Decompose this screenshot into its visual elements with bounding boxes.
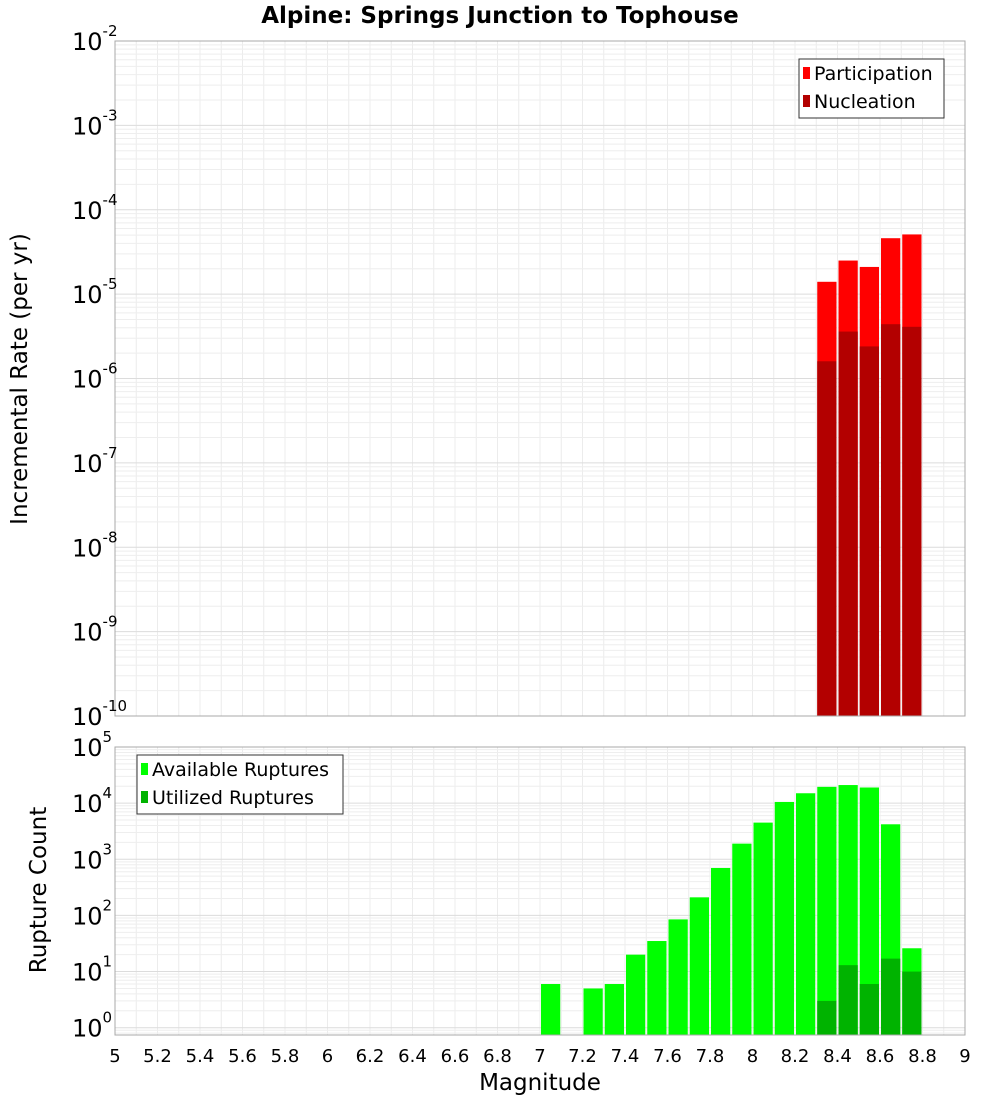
y-tick-label: 10-2 — [72, 22, 118, 56]
bar — [647, 941, 667, 1035]
y-tick-label: 10-4 — [72, 191, 118, 225]
grid — [114, 41, 966, 717]
bar — [732, 843, 752, 1035]
y-tick-label: 10-6 — [72, 360, 118, 394]
legend-label: Nucleation — [814, 91, 916, 113]
bar — [817, 786, 837, 1035]
x-tick-label: 6.8 — [483, 1046, 512, 1067]
x-tick-label: 8.2 — [781, 1046, 810, 1067]
bar — [838, 965, 858, 1035]
y-tick-label: 100 — [72, 1009, 112, 1043]
y-axis-label-rupture-count: Rupture Count — [26, 807, 52, 973]
legend-swatch — [803, 95, 810, 107]
bar — [838, 331, 858, 716]
bar — [626, 954, 646, 1035]
legend-label: Utilized Ruptures — [152, 787, 314, 809]
legend-box — [798, 58, 945, 119]
y-tick-label: 10-9 — [72, 613, 118, 647]
y-tick-label: 10-7 — [72, 444, 118, 478]
bar — [881, 324, 901, 716]
bar — [881, 958, 901, 1035]
x-tick-label: 7 — [534, 1046, 545, 1067]
x-axis-label: Magnitude — [479, 1070, 601, 1096]
chart-title: Alpine: Springs Junction to Tophouse — [261, 3, 739, 29]
series-available-ruptures — [541, 785, 922, 1035]
legend-swatch — [803, 67, 810, 79]
bar — [583, 988, 603, 1035]
x-tick-label: 5.6 — [228, 1046, 257, 1067]
bar — [689, 897, 709, 1035]
legend-label: Participation — [814, 63, 933, 85]
x-tick-label: 7.4 — [611, 1046, 640, 1067]
bar — [541, 984, 561, 1035]
y-tick-label: 102 — [72, 896, 112, 930]
y-tick-label: 105 — [72, 728, 112, 762]
legend: Available Ruptures Utilized Ruptures — [136, 754, 344, 815]
x-tick-label: 8.8 — [908, 1046, 937, 1067]
legend-label: Available Ruptures — [152, 759, 329, 781]
bar — [859, 346, 879, 716]
x-tick-label: 5.8 — [271, 1046, 300, 1067]
bar — [774, 801, 794, 1035]
bar — [753, 822, 773, 1035]
rupture-count-panel: 105 104 103 102 101 100 Available Ruptures Util… — [72, 728, 966, 1043]
x-tick-label: 6.6 — [441, 1046, 470, 1067]
bar — [902, 326, 922, 716]
x-tick-label: 5.2 — [143, 1046, 172, 1067]
bar — [859, 787, 879, 1035]
y-axis-label-incremental-rate: Incremental Rate (per yr) — [7, 233, 33, 525]
plot-frame — [114, 40, 966, 717]
y-tick-label: 104 — [72, 784, 112, 818]
y-tick-label: 10-10 — [72, 697, 127, 731]
x-tick-label: 5 — [109, 1046, 120, 1067]
series-utilized-ruptures — [817, 958, 922, 1035]
series-nucleation — [817, 324, 922, 716]
legend: Participation Nucleation — [798, 58, 945, 119]
bar — [711, 867, 731, 1035]
y-tick-label: 10-8 — [72, 528, 118, 562]
x-tick-label: 6.4 — [398, 1046, 427, 1067]
bar — [817, 1000, 837, 1035]
x-tick-label: 6.2 — [356, 1046, 385, 1067]
x-tick-label: 7.8 — [696, 1046, 725, 1067]
y-tick-label: 10-5 — [72, 275, 118, 309]
x-tick-label: 8.6 — [866, 1046, 895, 1067]
bar — [796, 793, 816, 1035]
y-tick-label: 10-3 — [72, 106, 118, 140]
bar — [817, 361, 837, 716]
bar — [902, 971, 922, 1035]
x-tick-label: 6 — [322, 1046, 333, 1067]
x-tick-label: 5.4 — [186, 1046, 215, 1067]
y-tick-labels: 10-2 10-3 10-4 10-5 10-6 10-7 10-8 10-9 10-10 — [72, 22, 127, 731]
y-tick-label: 101 — [72, 953, 112, 987]
x-tick-label: 7.6 — [653, 1046, 682, 1067]
bar — [604, 984, 624, 1035]
bar — [668, 919, 688, 1035]
legend-swatch — [141, 763, 148, 775]
rate-panel: 10-2 10-3 10-4 10-5 10-6 10-7 10-8 10-9 10-10 Par… — [72, 22, 966, 731]
x-tick-label: 8.4 — [823, 1046, 852, 1067]
legend-swatch — [141, 791, 148, 803]
x-tick-label: 8 — [747, 1046, 758, 1067]
y-tick-label: 103 — [72, 840, 112, 874]
bar — [859, 984, 879, 1035]
plot-frame — [114, 746, 966, 1036]
x-tick-label: 7.2 — [568, 1046, 597, 1067]
x-tick-label: 9 — [959, 1046, 970, 1067]
y-tick-labels: 105 104 103 102 101 100 — [72, 728, 112, 1043]
x-axis: 5 5.2 5.4 5.6 5.8 6 6.2 6.4 6.6 6.8 7 7.2 7.4 7.6 7.8 8… — [109, 1046, 970, 1067]
legend-box — [136, 754, 344, 815]
